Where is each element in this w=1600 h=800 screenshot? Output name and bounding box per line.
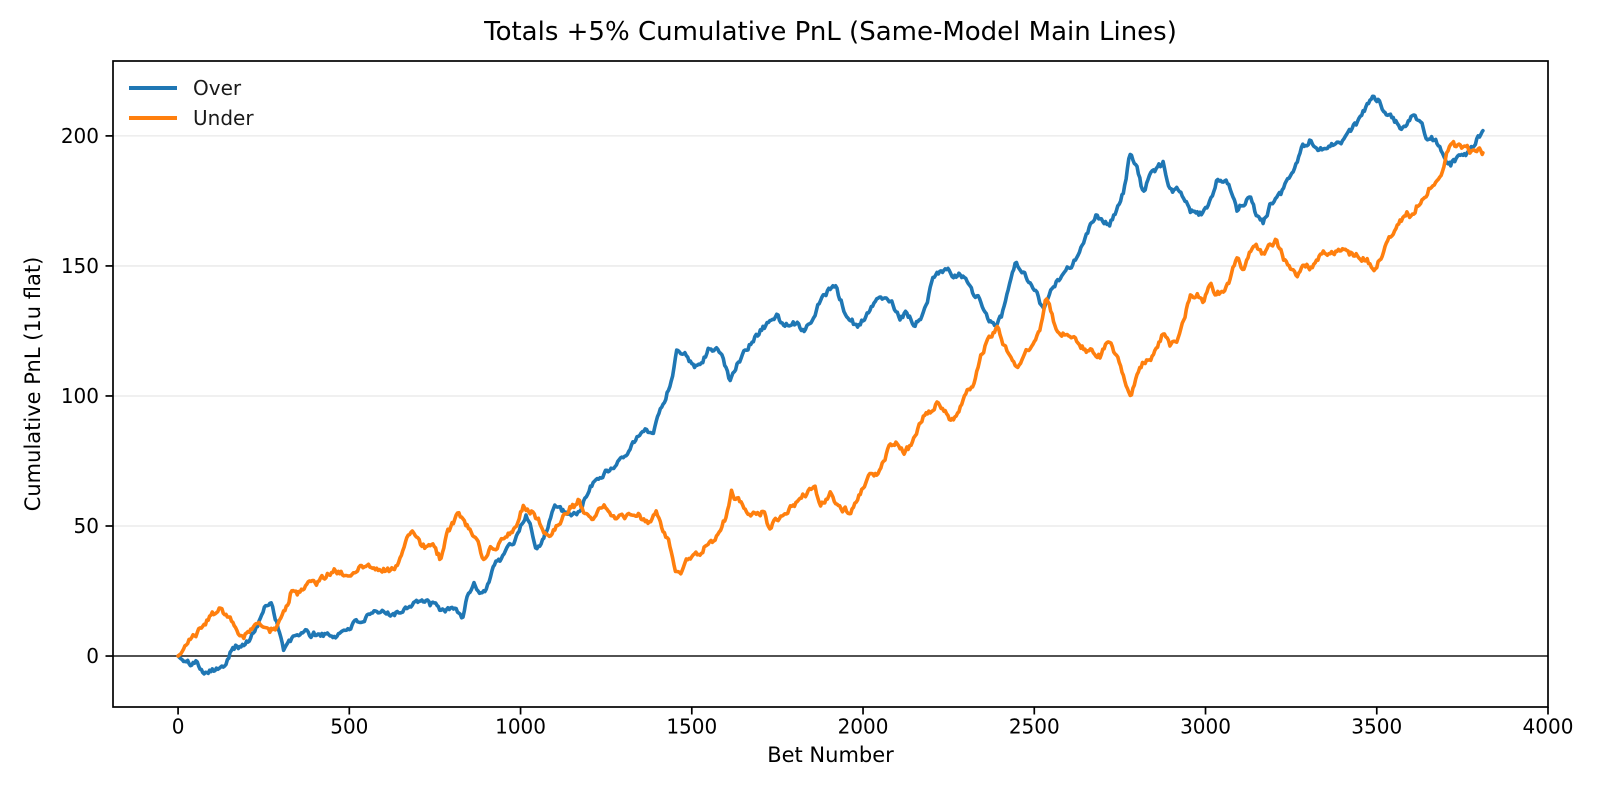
x-tick-label: 2000 bbox=[838, 715, 889, 739]
x-tick-label: 0 bbox=[172, 715, 185, 739]
x-tick-label: 4000 bbox=[1523, 715, 1574, 739]
chart-title: Totals +5% Cumulative PnL (Same-Model Ma… bbox=[484, 17, 1177, 47]
y-tick-label: 50 bbox=[74, 514, 99, 538]
legend: Over Under bbox=[129, 73, 254, 133]
x-tick-label: 1500 bbox=[666, 715, 717, 739]
series-line-over bbox=[176, 94, 1485, 676]
x-tick-label: 1000 bbox=[495, 715, 546, 739]
x-tick-label: 2500 bbox=[1009, 715, 1060, 739]
x-axis-label: Bet Number bbox=[767, 743, 894, 767]
y-tick-label: 150 bbox=[61, 254, 99, 278]
x-tick-label: 3000 bbox=[1180, 715, 1231, 739]
x-tick-label: 500 bbox=[330, 715, 368, 739]
legend-item-over: Over bbox=[129, 73, 254, 103]
y-axis-label: Cumulative PnL (1u flat) bbox=[21, 256, 45, 512]
series-line-under bbox=[176, 139, 1485, 658]
y-tick-label: 0 bbox=[86, 644, 99, 668]
legend-line-under bbox=[129, 116, 177, 120]
x-tick-label: 3500 bbox=[1351, 715, 1402, 739]
legend-line-over bbox=[129, 86, 177, 90]
legend-label-over: Over bbox=[193, 76, 242, 100]
y-tick-label: 100 bbox=[61, 384, 99, 408]
plot-frame bbox=[112, 60, 1549, 708]
y-tick-label: 200 bbox=[61, 124, 99, 148]
legend-item-under: Under bbox=[129, 103, 254, 133]
legend-label-under: Under bbox=[193, 106, 254, 130]
